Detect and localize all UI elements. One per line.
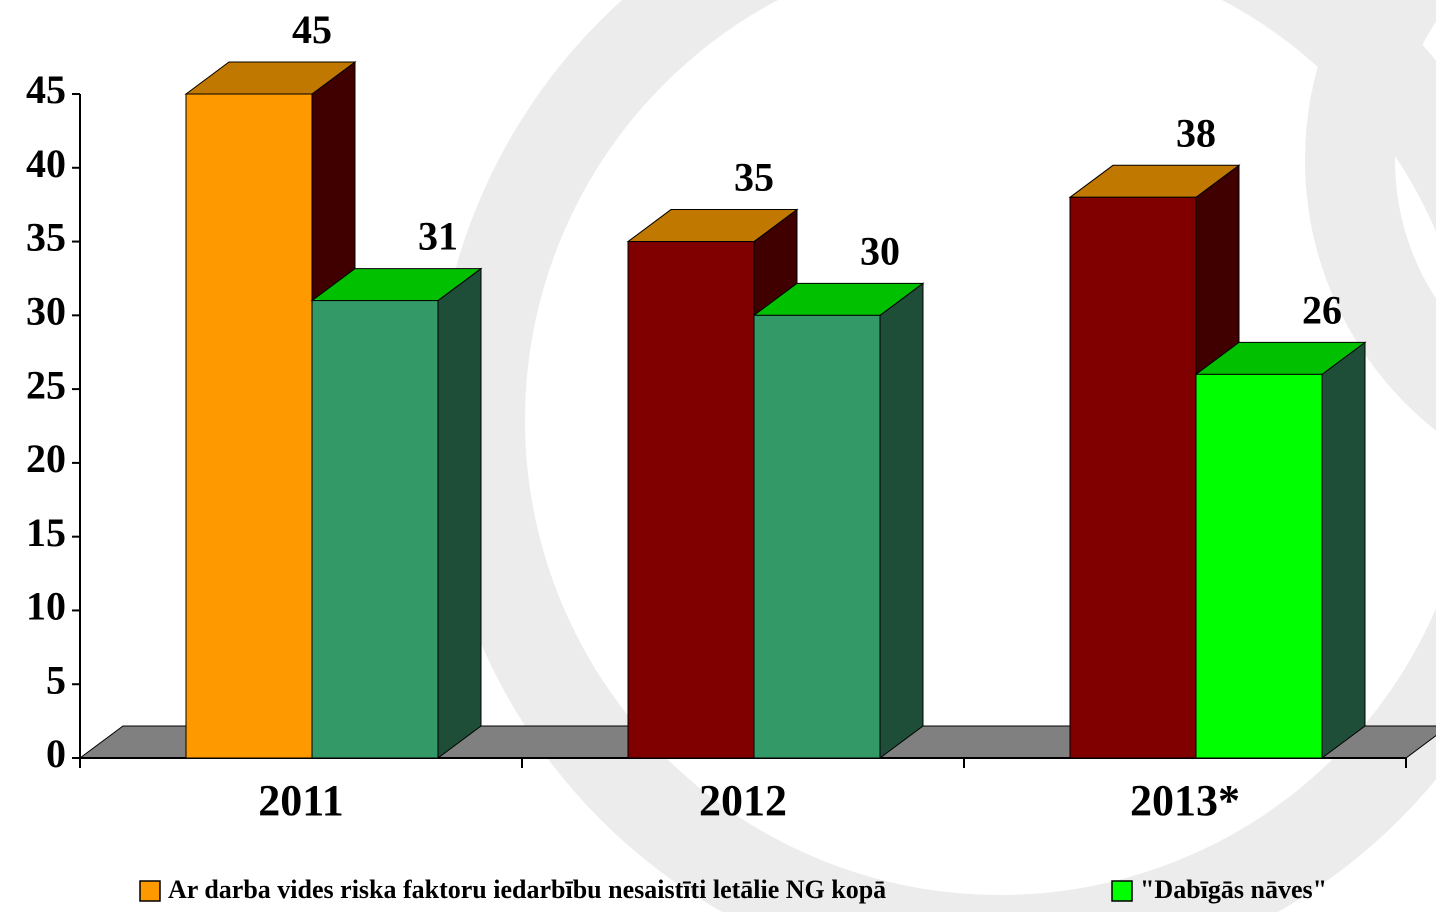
legend-label: "Dabīgās nāves" xyxy=(1140,875,1327,904)
y-tick-label: 30 xyxy=(26,289,66,334)
value-label: 35 xyxy=(734,155,774,200)
x-tick-label: 2012 xyxy=(699,776,787,825)
bar xyxy=(753,314,881,759)
bar-side xyxy=(437,267,482,759)
y-tick-label: 45 xyxy=(26,67,66,112)
value-label: 38 xyxy=(1176,110,1216,155)
bar-side xyxy=(1321,341,1366,759)
y-tick-label: 40 xyxy=(26,141,66,186)
value-label: 45 xyxy=(292,7,332,52)
value-label: 26 xyxy=(1302,288,1342,333)
value-label: 31 xyxy=(418,214,458,259)
y-tick-label: 0 xyxy=(46,731,66,776)
value-label: 30 xyxy=(860,229,900,274)
bar xyxy=(1069,196,1197,759)
y-tick-label: 25 xyxy=(26,362,66,407)
bar xyxy=(311,300,439,759)
y-tick-label: 35 xyxy=(26,215,66,260)
bar xyxy=(185,93,313,759)
bar-side xyxy=(879,282,924,759)
y-tick-label: 5 xyxy=(46,657,66,702)
bar xyxy=(1195,373,1323,759)
legend-label: Ar darba vides riska faktoru iedarbību n… xyxy=(168,875,886,904)
y-tick-label: 20 xyxy=(26,436,66,481)
x-tick-label: 2013* xyxy=(1130,776,1240,825)
legend-swatch xyxy=(139,880,161,902)
y-tick-label: 15 xyxy=(26,510,66,555)
legend-swatch xyxy=(1111,880,1133,902)
y-tick-label: 10 xyxy=(26,584,66,629)
bg-arc xyxy=(1305,0,1436,431)
x-tick-label: 2011 xyxy=(258,776,344,825)
bar xyxy=(627,241,755,759)
